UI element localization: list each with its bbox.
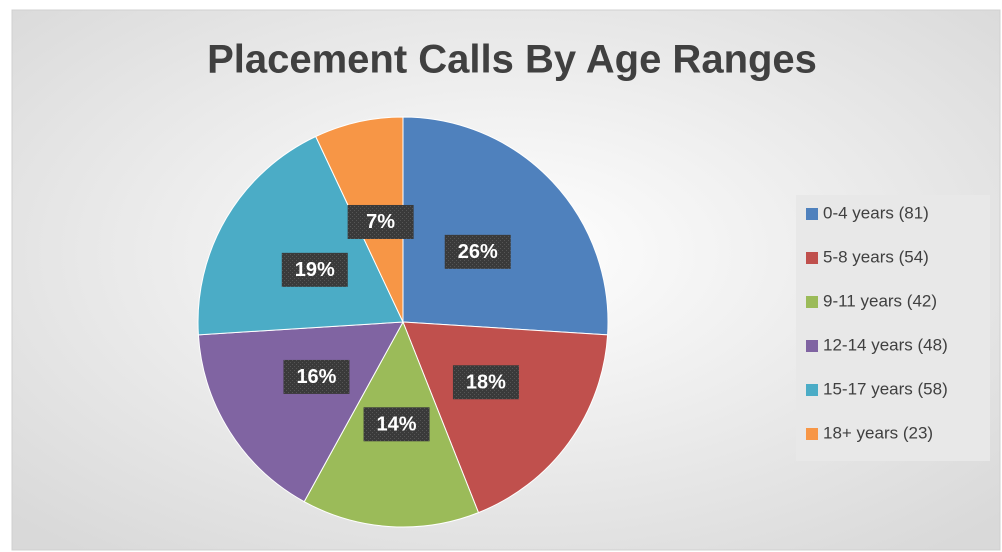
data-label-box (347, 204, 414, 239)
data-label-box (283, 359, 350, 394)
pie-slice (197, 321, 404, 503)
data-label-box (444, 234, 511, 269)
pie-slice (402, 116, 609, 336)
legend-label: 5-8 years (54) (823, 247, 929, 266)
legend-swatch (806, 208, 818, 220)
data-label: 19% (295, 259, 335, 281)
data-label: 26% (458, 241, 498, 263)
legend-label: 15-17 years (58) (823, 379, 948, 398)
data-label-box (281, 252, 348, 287)
data-label: 16% (296, 366, 336, 388)
data-label-box (363, 407, 430, 442)
data-label: 7% (366, 211, 395, 233)
legend-swatch (806, 340, 818, 352)
legend-swatch (806, 252, 818, 264)
legend-swatch (806, 296, 818, 308)
legend-label: 12-14 years (48) (823, 335, 948, 354)
legend-swatch (806, 384, 818, 396)
pie-slice (197, 135, 404, 336)
legend-label: 18+ years (23) (823, 423, 933, 442)
legend-label: 0-4 years (81) (823, 203, 929, 222)
legend-label: 9-11 years (42) (823, 291, 937, 310)
data-label: 18% (466, 372, 506, 394)
legend (796, 195, 990, 461)
data-label: 14% (377, 414, 417, 436)
data-label-box (452, 365, 519, 400)
chart-title: Placement Calls By Age Ranges (207, 38, 817, 82)
legend-swatch (806, 428, 818, 440)
